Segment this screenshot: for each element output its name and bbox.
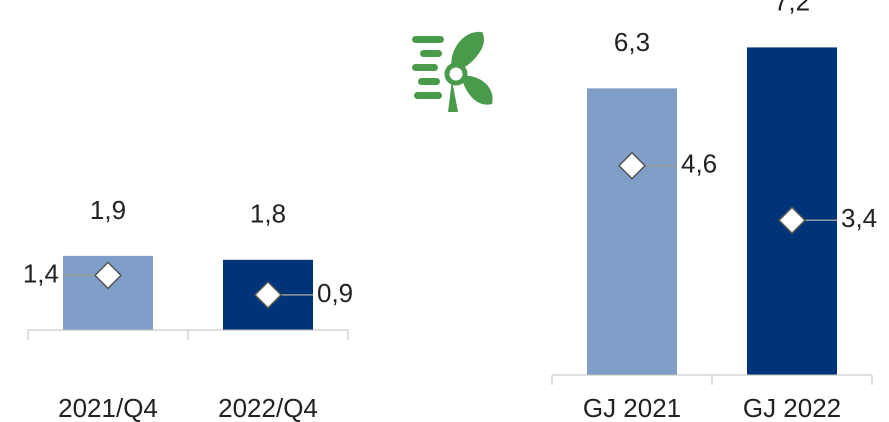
marker-value-label: 0,9 (317, 278, 353, 308)
x-tick-label: 2022/Q4 (218, 393, 318, 422)
bar-value-label: 7,2 (774, 0, 810, 16)
marker-value-label: 1,4 (23, 258, 59, 288)
bar-value-label: 6,3 (614, 27, 650, 57)
x-tick-label: GJ 2022 (743, 393, 841, 422)
turbine-icon (412, 31, 493, 112)
diamond-marker (777, 206, 807, 235)
x-tick-label: 2021/Q4 (58, 393, 158, 422)
marker-value-label: 3,4 (841, 203, 877, 233)
diamond-marker (93, 261, 123, 290)
marker-value-label: 4,6 (681, 149, 717, 179)
diamond-marker (617, 151, 647, 180)
bar-value-label: 1,9 (90, 195, 126, 225)
x-tick-label: GJ 2021 (583, 393, 681, 422)
bar (587, 88, 677, 375)
diamond-marker (253, 280, 283, 309)
bar-value-label: 1,8 (250, 199, 286, 229)
